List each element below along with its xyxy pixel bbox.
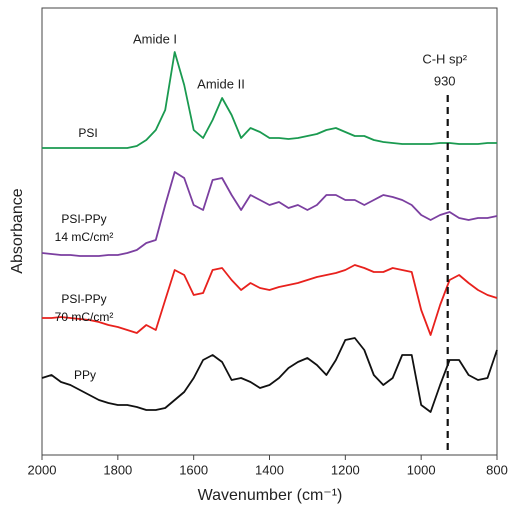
annotation: Amide I <box>133 31 177 46</box>
annotation: Amide II <box>197 76 245 91</box>
x-tick-label: 1400 <box>255 462 284 477</box>
spectrum-line <box>41 171 498 257</box>
reference-label: C-H sp² <box>422 51 467 66</box>
series-label: PPy <box>73 368 97 382</box>
spectrum-line <box>42 51 497 149</box>
x-tick-label: 1000 <box>407 462 436 477</box>
reference-value: 930 <box>434 73 456 88</box>
x-axis-label: Wavenumber (cm⁻¹) <box>198 487 343 504</box>
x-tick-label: 800 <box>486 462 508 477</box>
series-label: PSI <box>78 126 98 140</box>
x-tick-label: 1800 <box>103 462 132 477</box>
x-tick-label: 1600 <box>179 462 208 477</box>
x-tick-label: 1200 <box>331 462 360 477</box>
series-label: PSI-PPy 14 mC/cm² <box>54 212 114 244</box>
spectrum-line <box>42 264 498 336</box>
x-tick-label: 2000 <box>28 462 57 477</box>
y-axis-label: Absorbance <box>9 188 26 273</box>
spectrum-line <box>41 337 498 413</box>
series-label: PSI-PPy 70 mC/cm² <box>54 292 114 324</box>
